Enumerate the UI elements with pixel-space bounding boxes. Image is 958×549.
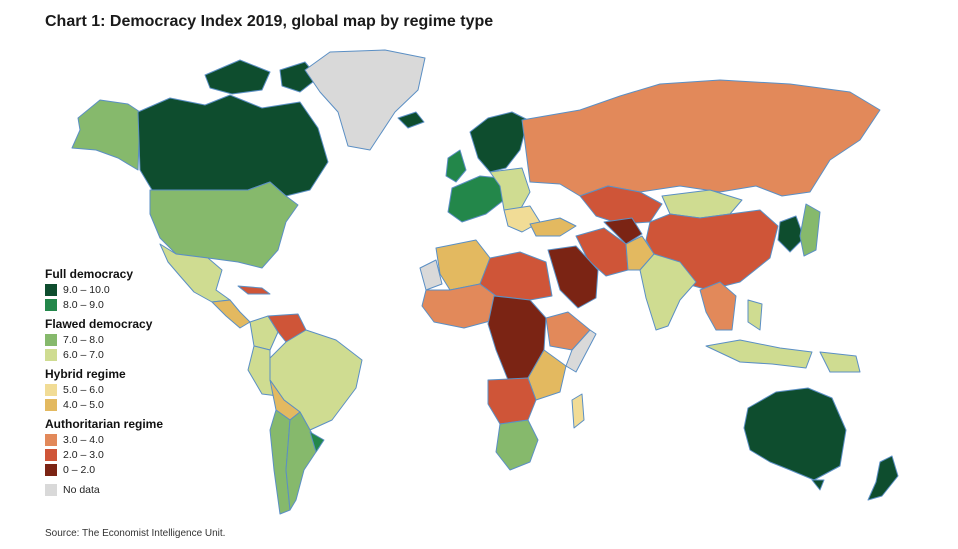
region-uruguay [309,431,325,453]
region-cuba [237,285,271,295]
legend-swatch [45,483,57,496]
legend-swatch [45,348,57,361]
region-somalia [565,329,597,373]
legend-swatch [45,283,57,296]
region-india [639,253,697,331]
region-australia [743,387,847,481]
legend-group-title: Full democracy [45,267,134,281]
legend-group-hybrid: Hybrid regime 5.0 – 6.0 4.0 – 5.0 [45,366,235,412]
legend-group-title: Authoritarian regime [45,417,164,431]
legend-swatch [45,333,57,346]
region-sahel [421,283,497,329]
legend-swatch [45,383,57,396]
legend-group-authoritarian: Authoritarian regime 3.0 – 4.0 2.0 – 3.0… [45,416,235,477]
legend-item: 4.0 – 5.0 [45,397,235,412]
region-kazakhstan [579,185,663,225]
region-russia [521,79,881,197]
region-saudi [547,245,599,309]
legend-item: 9.0 – 10.0 [45,282,235,297]
region-angola-zambia [487,377,537,425]
region-usa [149,181,299,269]
legend-swatch [45,463,57,476]
region-east-africa [527,349,567,401]
legend-item: 8.0 – 9.0 [45,297,235,312]
region-philippines [747,299,763,331]
legend-group-flawed: Flawed democracy 7.0 – 8.0 6.0 – 7.0 [45,316,235,362]
region-w-europe [447,175,505,223]
region-w-sahara [419,259,443,291]
legend-label: 2.0 – 3.0 [63,448,104,461]
region-southern-africa [495,419,539,471]
legend-group-full: Full democracy 9.0 – 10.0 8.0 – 9.0 [45,266,235,312]
legend-group-title: Hybrid regime [45,367,126,381]
region-colombia [249,315,279,351]
legend-label: 4.0 – 5.0 [63,398,104,411]
region-iceland [397,111,425,129]
region-alaska [71,99,141,171]
legend-group-title: Flawed democracy [45,317,153,331]
legend-label: 6.0 – 7.0 [63,348,104,361]
legend-item: 6.0 – 7.0 [45,347,235,362]
legend-item: 5.0 – 6.0 [45,382,235,397]
region-se-asia [699,281,737,331]
region-canada-islands [204,59,271,95]
legend-swatch [45,433,57,446]
region-afghanistan [603,217,643,245]
region-canada [137,94,329,197]
legend-item: 0 – 2.0 [45,462,235,477]
source-note: Source: The Economist Intelligence Unit. [45,528,226,539]
region-korea-japan [777,215,805,253]
legend-label: No data [63,483,100,496]
legend-swatch [45,298,57,311]
chart-title: Chart 1: Democracy Index 2019, global ma… [45,13,494,30]
legend-label: 8.0 – 9.0 [63,298,104,311]
legend-item: 3.0 – 4.0 [45,432,235,447]
legend: Full democracy 9.0 – 10.0 8.0 – 9.0 Flaw… [45,262,235,497]
region-new-zealand [867,455,899,501]
legend-swatch [45,448,57,461]
region-madagascar [571,393,585,429]
legend-label: 3.0 – 4.0 [63,433,104,446]
legend-swatch [45,398,57,411]
legend-label: 7.0 – 8.0 [63,333,104,346]
region-tasmania [811,479,825,491]
region-scandinavia [469,111,529,173]
legend-label: 5.0 – 6.0 [63,383,104,396]
region-indonesia [705,339,813,369]
region-greenland [304,49,426,151]
legend-label: 9.0 – 10.0 [63,283,110,296]
legend-item: 7.0 – 8.0 [45,332,235,347]
legend-item: 2.0 – 3.0 [45,447,235,462]
region-png [819,351,861,373]
legend-label: 0 – 2.0 [63,463,96,476]
region-japan [799,203,821,257]
region-uk [445,149,467,183]
legend-item-no-data: No data [45,482,235,497]
region-turkey [529,217,577,237]
